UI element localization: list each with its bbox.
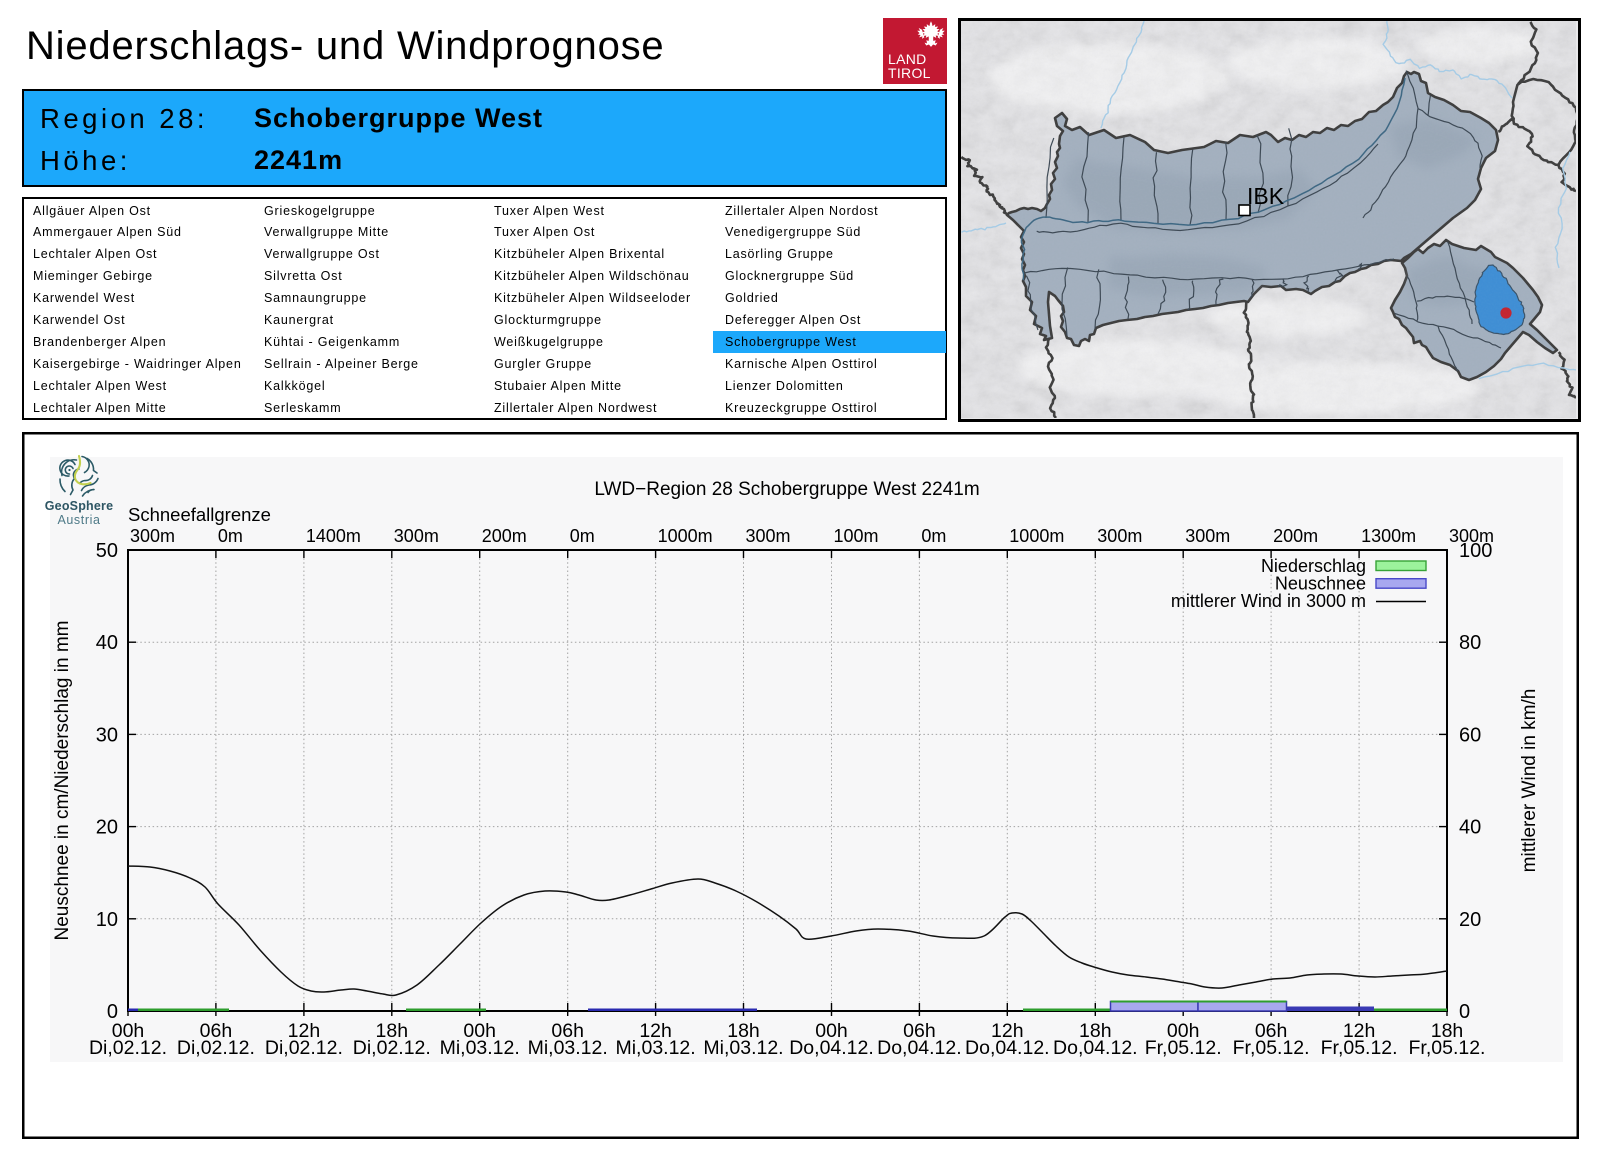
svg-text:TIROL: TIROL: [888, 65, 931, 81]
svg-text:Do,04.12.: Do,04.12.: [877, 1037, 962, 1059]
svg-text:mittlerer Wind in km/h: mittlerer Wind in km/h: [1519, 689, 1540, 873]
svg-text:12h: 12h: [1343, 1020, 1376, 1042]
svg-text:GeoSphere: GeoSphere: [45, 499, 114, 513]
svg-text:mittlerer Wind in 3000 m: mittlerer Wind in 3000 m: [1171, 591, 1366, 611]
svg-text:40: 40: [96, 632, 118, 654]
svg-text:100: 100: [1459, 540, 1492, 562]
svg-text:06h: 06h: [200, 1020, 233, 1042]
svg-text:Do,04.12.: Do,04.12.: [789, 1037, 874, 1059]
svg-text:20: 20: [96, 817, 118, 839]
svg-text:Do,04.12.: Do,04.12.: [1053, 1037, 1138, 1059]
svg-text:30: 30: [96, 724, 118, 746]
svg-text:Schneefallgrenze: Schneefallgrenze: [128, 504, 271, 525]
svg-text:1400m: 1400m: [306, 526, 361, 546]
svg-text:Di,02.12.: Di,02.12.: [177, 1037, 255, 1059]
svg-text:LWD−Region 28 Schobergruppe We: LWD−Region 28 Schobergruppe West 2241m: [594, 479, 979, 500]
svg-text:18h: 18h: [376, 1020, 409, 1042]
svg-text:10: 10: [96, 909, 118, 931]
svg-text:00h: 00h: [463, 1020, 496, 1042]
svg-text:18h: 18h: [727, 1020, 760, 1042]
svg-text:00h: 00h: [112, 1020, 145, 1042]
svg-text:Mi,03.12.: Mi,03.12.: [440, 1037, 520, 1059]
svg-text:100m: 100m: [834, 526, 879, 546]
svg-text:06h: 06h: [1255, 1020, 1288, 1042]
svg-text:Fr,05.12.: Fr,05.12.: [1145, 1037, 1222, 1059]
svg-text:60: 60: [1459, 724, 1481, 746]
svg-text:1000m: 1000m: [1009, 526, 1064, 546]
svg-text:00h: 00h: [815, 1020, 848, 1042]
svg-text:12h: 12h: [639, 1020, 672, 1042]
svg-text:Di,02.12.: Di,02.12.: [353, 1037, 431, 1059]
svg-text:1300m: 1300m: [1361, 526, 1416, 546]
svg-text:300m: 300m: [1449, 526, 1494, 546]
svg-text:0: 0: [107, 1001, 118, 1023]
svg-text:Fr,05.12.: Fr,05.12.: [1321, 1037, 1398, 1059]
svg-text:Di,02.12.: Di,02.12.: [89, 1037, 167, 1059]
svg-text:0m: 0m: [921, 526, 946, 546]
svg-text:1000m: 1000m: [658, 526, 713, 546]
svg-text:Neuschnee in cm/Niederschlag i: Neuschnee in cm/Niederschlag in mm: [52, 621, 73, 941]
svg-text:Di,02.12.: Di,02.12.: [265, 1037, 343, 1059]
svg-text:12h: 12h: [991, 1020, 1024, 1042]
svg-text:80: 80: [1459, 632, 1481, 654]
svg-text:Neuschnee: Neuschnee: [1275, 574, 1366, 594]
svg-text:20: 20: [1459, 909, 1481, 931]
svg-text:Do,04.12.: Do,04.12.: [965, 1037, 1050, 1059]
svg-text:40: 40: [1459, 817, 1481, 839]
svg-text:18h: 18h: [1079, 1020, 1112, 1042]
svg-text:Fr,05.12.: Fr,05.12.: [1409, 1037, 1486, 1059]
svg-text:0m: 0m: [570, 526, 595, 546]
svg-text:12h: 12h: [288, 1020, 321, 1042]
svg-text:Mi,03.12.: Mi,03.12.: [528, 1037, 608, 1059]
svg-text:200m: 200m: [1273, 526, 1318, 546]
svg-text:200m: 200m: [482, 526, 527, 546]
svg-text:Mi,03.12.: Mi,03.12.: [703, 1037, 783, 1059]
svg-text:300m: 300m: [394, 526, 439, 546]
svg-text:0: 0: [1459, 1001, 1470, 1023]
svg-text:Niederschlag: Niederschlag: [1261, 556, 1366, 576]
svg-text:300m: 300m: [1097, 526, 1142, 546]
svg-text:Mi,03.12.: Mi,03.12.: [615, 1037, 695, 1059]
svg-text:IBK: IBK: [1247, 183, 1285, 209]
svg-text:Fr,05.12.: Fr,05.12.: [1233, 1037, 1310, 1059]
svg-text:06h: 06h: [551, 1020, 584, 1042]
svg-text:300m: 300m: [130, 526, 175, 546]
svg-text:300m: 300m: [1185, 526, 1230, 546]
svg-text:50: 50: [96, 540, 118, 562]
svg-text:00h: 00h: [1167, 1020, 1200, 1042]
svg-text:18h: 18h: [1431, 1020, 1464, 1042]
svg-text:0m: 0m: [218, 526, 243, 546]
svg-text:06h: 06h: [903, 1020, 936, 1042]
svg-text:Austria: Austria: [57, 513, 100, 527]
svg-text:300m: 300m: [746, 526, 791, 546]
svg-text:LAND: LAND: [888, 51, 927, 67]
